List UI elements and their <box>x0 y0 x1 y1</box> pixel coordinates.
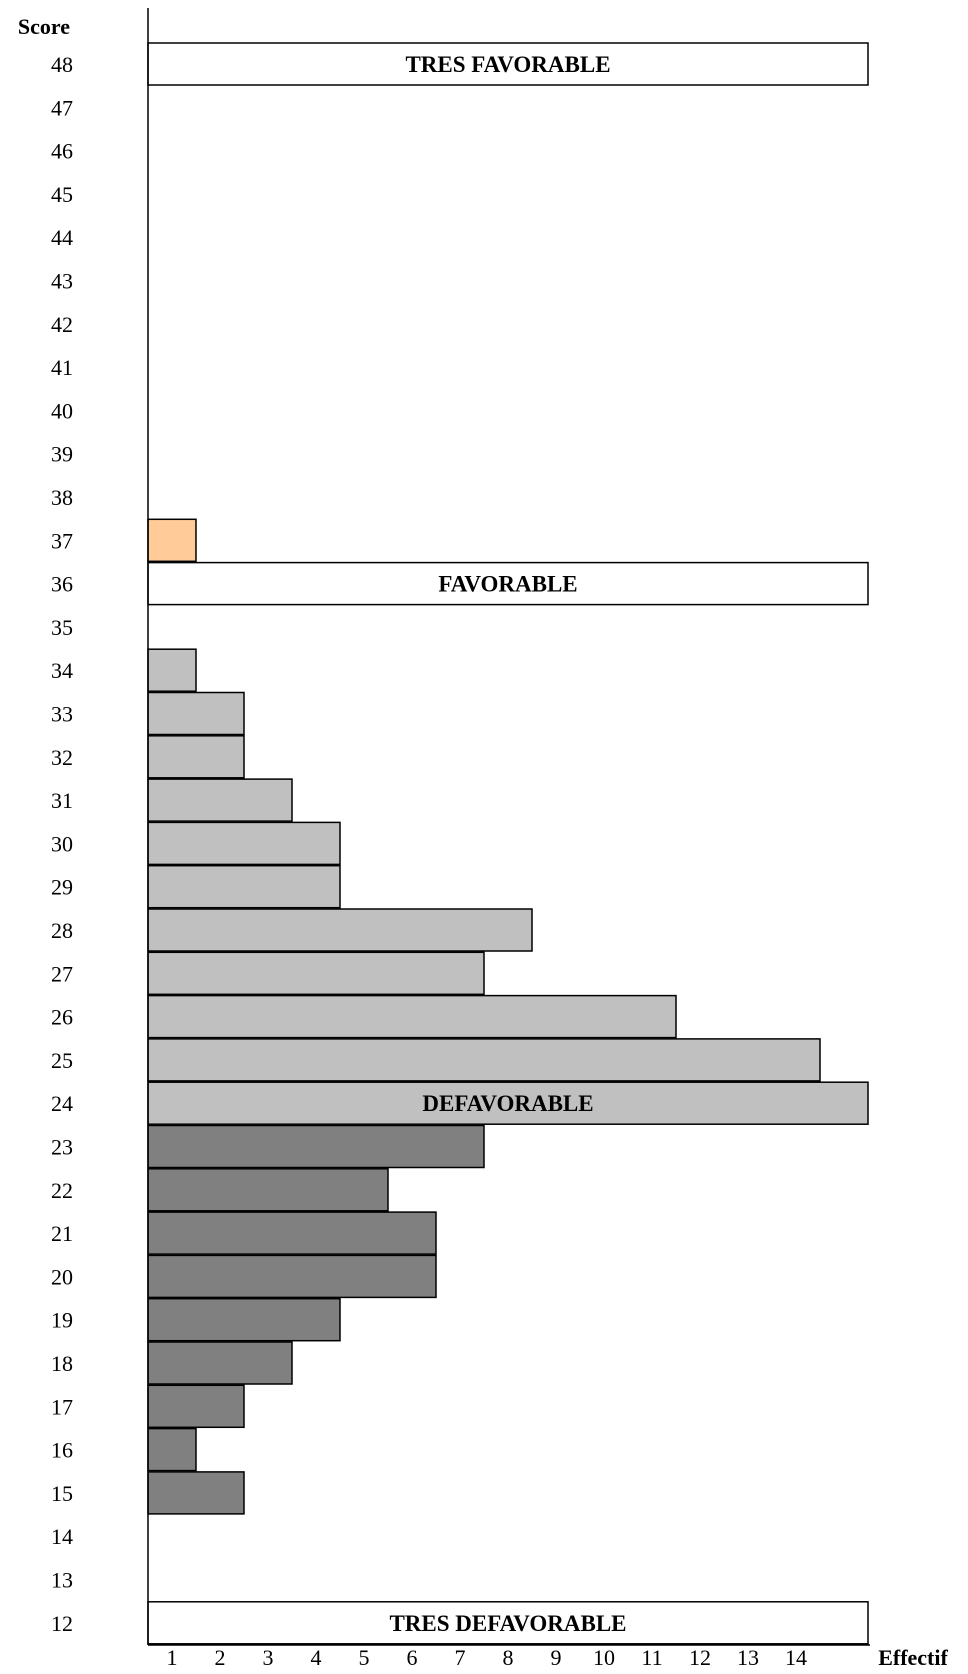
bar-score-32 <box>147 735 245 779</box>
y-tick-label-13: 13 <box>51 1568 73 1593</box>
band-label-favorable: FAVORABLE <box>438 572 577 597</box>
y-tick-label-44: 44 <box>51 225 73 250</box>
x-tick-label-4: 4 <box>311 1645 322 1669</box>
y-tick-label-40: 40 <box>51 398 73 423</box>
bar-score-34 <box>147 648 197 692</box>
bar-score-25 <box>147 1038 821 1082</box>
y-tick-label-47: 47 <box>51 95 73 120</box>
bar-score-30 <box>147 821 341 866</box>
y-tick-label-19: 19 <box>51 1308 73 1333</box>
x-tick-label-12: 12 <box>689 1645 711 1669</box>
y-tick-label-25: 25 <box>51 1048 73 1073</box>
y-tick-label-48: 48 <box>51 52 73 77</box>
y-tick-label-28: 28 <box>51 918 73 943</box>
y-tick-label-42: 42 <box>51 312 73 337</box>
y-tick-label-24: 24 <box>51 1091 73 1116</box>
y-tick-label-45: 45 <box>51 182 73 207</box>
bar-score-27 <box>147 951 485 996</box>
bar-score-37 <box>147 518 197 563</box>
x-tick-label-6: 6 <box>407 1645 418 1669</box>
y-tick-label-38: 38 <box>51 485 73 510</box>
y-tick-label-16: 16 <box>51 1438 73 1463</box>
bar-score-15 <box>147 1471 245 1515</box>
y-tick-label-37: 37 <box>51 528 73 553</box>
y-tick-label-18: 18 <box>51 1351 73 1376</box>
y-tick-label-35: 35 <box>51 615 73 640</box>
y-tick-label-15: 15 <box>51 1481 73 1506</box>
bar-score-33 <box>147 691 245 736</box>
y-tick-label-22: 22 <box>51 1178 73 1203</box>
x-tick-label-13: 13 <box>737 1645 759 1669</box>
ticks-layer: 4847464544434241403938373635343332313029… <box>51 52 807 1670</box>
band-defavorable <box>147 1081 869 1125</box>
bar-score-20 <box>147 1254 437 1299</box>
bar-score-31 <box>147 778 293 822</box>
x-tick-label-1: 1 <box>167 1645 178 1669</box>
y-tick-label-41: 41 <box>51 355 73 380</box>
y-tick-label-23: 23 <box>51 1135 73 1160</box>
band-tres-favorable <box>147 42 869 86</box>
y-tick-label-46: 46 <box>51 139 73 164</box>
bar-score-29 <box>147 864 341 909</box>
bar-score-23 <box>147 1124 485 1169</box>
band-label-defavorable: DEFAVORABLE <box>422 1091 593 1116</box>
bar-score-26 <box>147 994 677 1039</box>
bar-score-22 <box>147 1168 389 1212</box>
axes-layer <box>147 8 870 1646</box>
x-tick-label-7: 7 <box>455 1645 466 1669</box>
y-tick-label-39: 39 <box>51 442 73 467</box>
bar-score-17 <box>147 1384 245 1429</box>
bar-score-21 <box>147 1211 437 1255</box>
y-tick-label-29: 29 <box>51 875 73 900</box>
x-tick-label-10: 10 <box>593 1645 615 1669</box>
band-tres-defavorable <box>147 1601 869 1645</box>
y-tick-label-21: 21 <box>51 1221 73 1246</box>
y-tick-label-27: 27 <box>51 961 73 986</box>
bar-score-19 <box>147 1297 341 1342</box>
bands-layer: TRES FAVORABLE FAVORABLE DEFAVORABLE TRES D… <box>147 42 869 1645</box>
y-tick-label-34: 34 <box>51 658 73 683</box>
x-tick-label-2: 2 <box>215 1645 226 1669</box>
y-tick-label-43: 43 <box>51 269 73 294</box>
y-tick-label-14: 14 <box>51 1524 73 1549</box>
y-tick-label-33: 33 <box>51 702 73 727</box>
y-tick-label-31: 31 <box>51 788 73 813</box>
y-axis-title: Score <box>18 14 70 39</box>
x-tick-label-3: 3 <box>263 1645 274 1669</box>
band-label-tres-favorable: TRES FAVORABLE <box>405 52 610 77</box>
bars-layer <box>147 518 821 1515</box>
band-favorable <box>147 561 869 606</box>
x-tick-label-9: 9 <box>551 1645 562 1669</box>
bar-score-18 <box>147 1341 293 1385</box>
x-tick-label-14: 14 <box>785 1645 807 1669</box>
y-tick-label-26: 26 <box>51 1005 73 1030</box>
y-tick-label-17: 17 <box>51 1394 73 1419</box>
x-tick-label-8: 8 <box>503 1645 514 1669</box>
x-axis-title: Effectif <box>878 1645 948 1669</box>
y-tick-label-36: 36 <box>51 572 73 597</box>
y-tick-label-20: 20 <box>51 1264 73 1289</box>
bar-score-16 <box>147 1427 197 1472</box>
bar-score-28 <box>147 908 533 952</box>
band-label-tres-defavorable: TRES DEFAVORABLE <box>389 1611 626 1636</box>
y-tick-label-12: 12 <box>51 1611 73 1636</box>
y-tick-label-30: 30 <box>51 831 73 856</box>
x-tick-label-5: 5 <box>359 1645 370 1669</box>
x-tick-label-11: 11 <box>641 1645 662 1669</box>
y-tick-label-32: 32 <box>51 745 73 770</box>
